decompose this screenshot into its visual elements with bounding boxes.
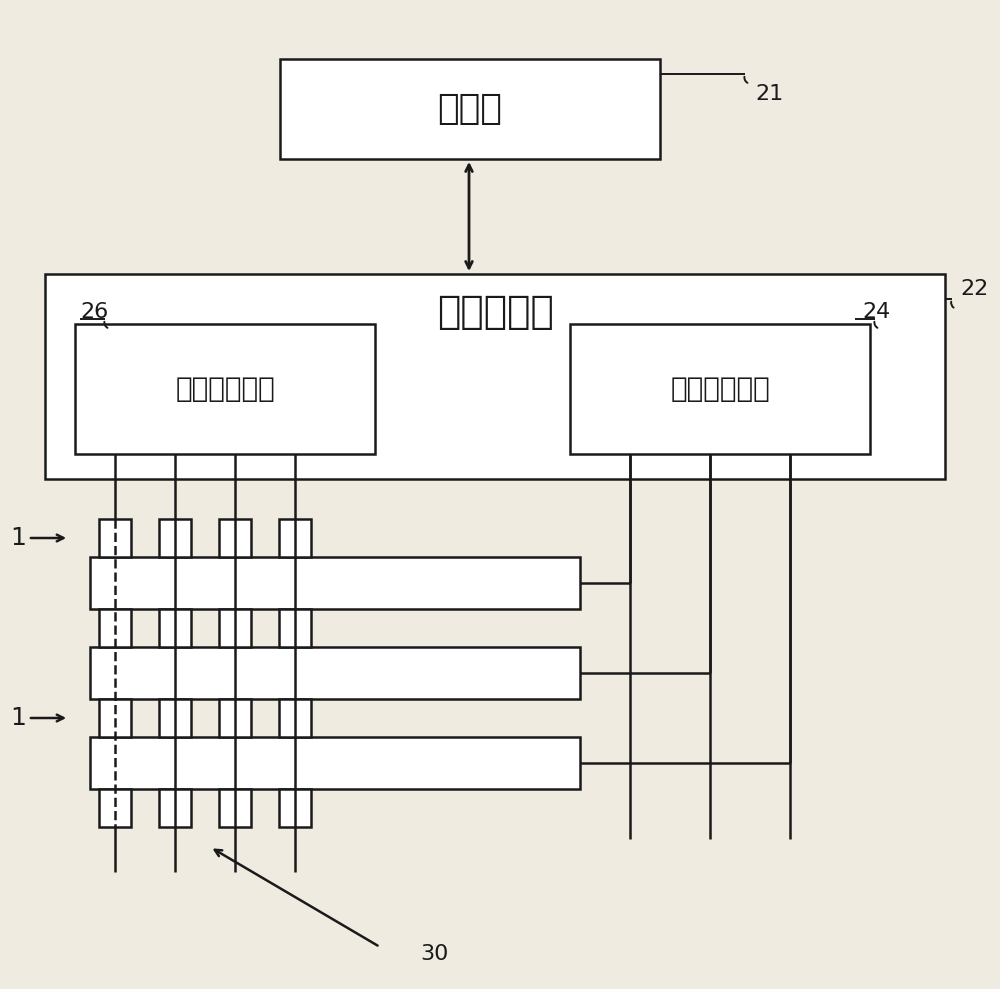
Bar (219, 519, 251, 557)
Bar (159, 519, 191, 557)
Text: 处理器: 处理器 (438, 92, 502, 126)
Bar (99, 699, 131, 737)
Bar (219, 609, 251, 647)
Bar (279, 789, 311, 827)
Text: 阵列驱动器: 阵列驱动器 (437, 293, 553, 331)
Bar (219, 699, 251, 737)
Bar (570, 324, 870, 454)
Bar (99, 519, 131, 557)
Text: 列驱动器电路: 列驱动器电路 (175, 375, 275, 403)
Bar (99, 609, 131, 647)
Text: 22: 22 (960, 279, 988, 299)
Text: 1: 1 (10, 706, 26, 730)
Bar (159, 609, 191, 647)
Bar (279, 609, 311, 647)
Bar (279, 699, 311, 737)
Text: 行驱动器电路: 行驱动器电路 (670, 375, 770, 403)
Bar (75, 324, 375, 454)
Bar (90, 737, 580, 789)
Bar (219, 789, 251, 827)
Text: 21: 21 (755, 84, 783, 104)
Text: 1: 1 (10, 526, 26, 550)
Bar (280, 59, 660, 159)
Text: 26: 26 (80, 302, 108, 322)
Text: 24: 24 (862, 302, 890, 322)
Bar (90, 557, 580, 609)
Bar (90, 647, 580, 699)
Bar (99, 789, 131, 827)
Bar (45, 274, 945, 479)
Text: 30: 30 (420, 944, 448, 964)
Bar (279, 519, 311, 557)
Bar (159, 699, 191, 737)
Bar (159, 789, 191, 827)
